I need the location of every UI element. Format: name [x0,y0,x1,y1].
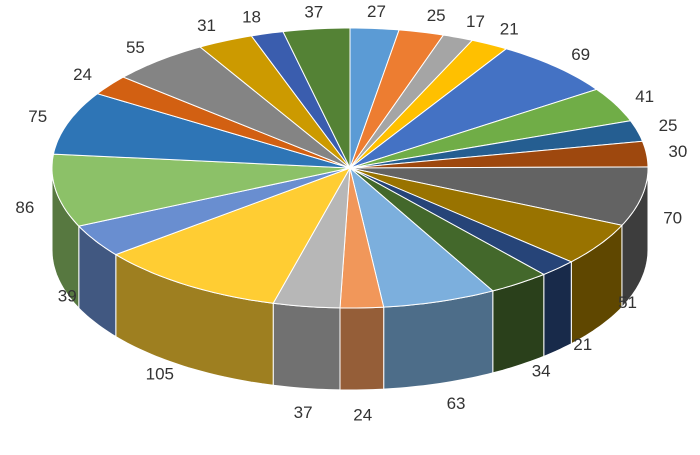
slice [349,167,545,292]
data-label: 34 [532,362,551,381]
data-label: 21 [573,335,592,354]
slice [96,76,351,169]
slice [349,166,494,308]
data-label: 24 [353,405,372,424]
slice [349,120,644,169]
slice [349,167,573,275]
data-label: 51 [618,293,637,312]
slice [199,35,351,169]
data-label: 105 [146,365,174,384]
slice [349,34,474,169]
slice [77,167,351,256]
slice [52,93,351,169]
slice [114,167,352,304]
slice [51,153,351,227]
data-label: 37 [304,2,323,21]
slice [282,27,351,169]
data-label: 41 [635,87,654,106]
data-label: 25 [427,6,446,25]
data-label: 55 [126,38,145,57]
data-label: 24 [73,65,92,84]
slice [272,167,351,309]
data-label: 70 [663,208,682,227]
data-label: 30 [668,142,687,161]
data-label: 37 [294,403,313,422]
slice [349,39,508,169]
data-label: 39 [58,286,77,305]
data-label: 69 [571,45,590,64]
slice [349,48,598,169]
data-label: 17 [466,12,485,31]
slice [250,31,351,169]
data-label: 27 [367,2,386,21]
slice [122,46,351,169]
data-label: 86 [15,198,34,217]
slice [349,88,632,169]
slice [349,166,649,226]
data-label: 75 [28,107,47,126]
data-label: 18 [242,8,261,27]
data-label: 25 [659,116,678,135]
slice [339,167,385,309]
slice [349,29,445,169]
slice-side [272,302,341,391]
data-label: 21 [500,20,519,39]
slice [349,167,623,263]
data-label: 63 [447,394,466,413]
data-label: 31 [197,16,216,35]
slice-side [339,306,385,391]
slice-side [543,260,572,358]
slice [349,140,649,169]
